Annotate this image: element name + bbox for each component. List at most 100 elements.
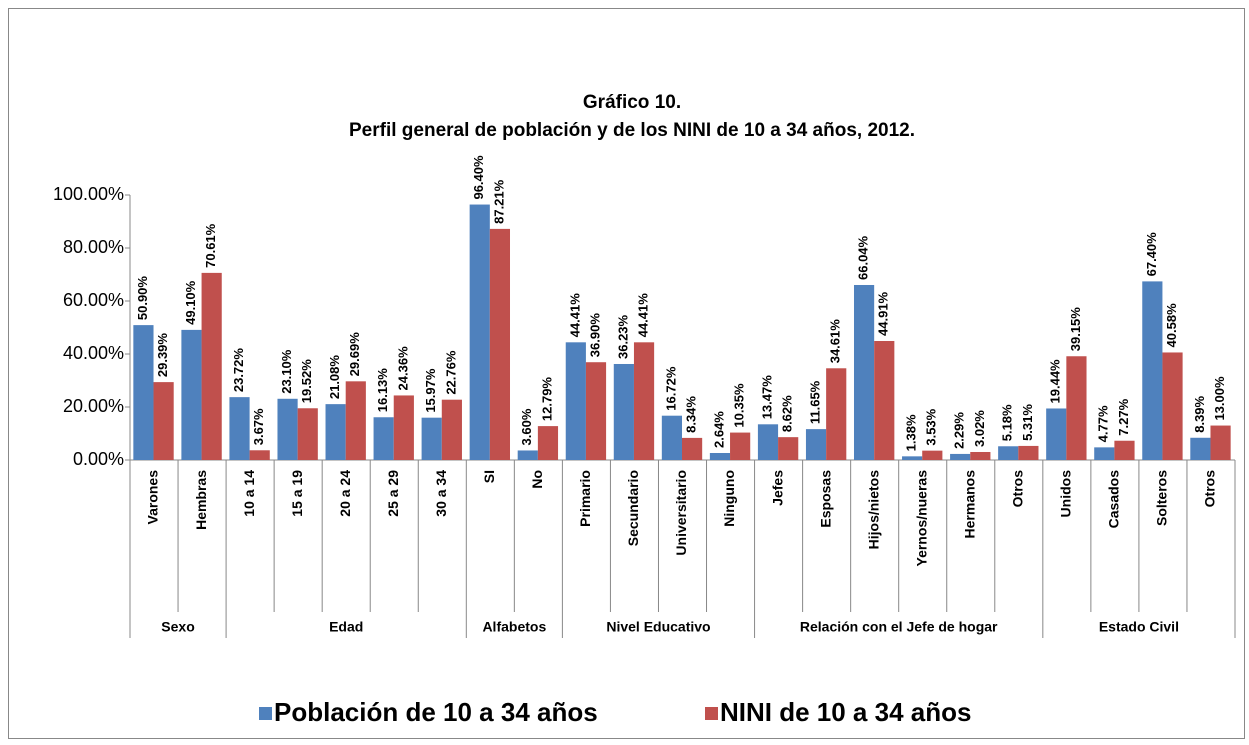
- value-label: 67.40%: [1144, 232, 1159, 277]
- bar: [998, 446, 1019, 460]
- value-label: 2.29%: [952, 412, 967, 449]
- value-label: 3.53%: [924, 408, 939, 445]
- value-label: 15.97%: [423, 368, 438, 413]
- bar: [902, 456, 923, 460]
- x-tick-label: 10 a 14: [241, 470, 257, 517]
- y-tick-label: 40.00%: [63, 343, 124, 363]
- x-tick-label: Ninguno: [721, 470, 737, 527]
- x-tick-label: Esposas: [817, 470, 833, 528]
- group-label: Sexo: [161, 619, 194, 635]
- x-tick-label: 15 a 19: [289, 470, 305, 517]
- bar: [970, 451, 991, 460]
- value-label: 44.91%: [876, 291, 891, 336]
- bar: [537, 426, 559, 460]
- bar: [922, 450, 943, 460]
- bar: [1018, 445, 1039, 460]
- value-label: 24.36%: [395, 346, 410, 391]
- group-label: Estado Civil: [1099, 619, 1179, 635]
- value-label: 5.18%: [1000, 404, 1015, 441]
- bar: [1190, 437, 1211, 460]
- value-label: 3.67%: [251, 408, 266, 445]
- bar: [153, 382, 174, 460]
- bar: [1162, 352, 1183, 460]
- value-label: 36.23%: [615, 314, 630, 359]
- value-label: 16.72%: [663, 366, 678, 411]
- bar: [133, 325, 154, 460]
- bar: [682, 437, 703, 460]
- value-label: 3.02%: [972, 410, 987, 447]
- value-label: 19.52%: [299, 359, 314, 404]
- value-label: 66.04%: [856, 235, 871, 280]
- bar: [489, 228, 511, 460]
- value-label: 21.08%: [327, 355, 342, 400]
- x-tick-label: Secundario: [625, 470, 641, 546]
- value-label: 8.39%: [1192, 395, 1207, 432]
- x-tick-label: Casados: [1106, 470, 1122, 529]
- bar: [201, 272, 222, 460]
- value-label: 40.58%: [1164, 303, 1179, 348]
- bar: [229, 397, 250, 460]
- bar: [1066, 356, 1087, 460]
- bar: [421, 417, 442, 460]
- group-label: Nivel Educativo: [606, 619, 710, 635]
- y-tick-label: 20.00%: [63, 396, 124, 416]
- bar: [613, 363, 634, 460]
- value-label: 7.27%: [1116, 398, 1131, 435]
- x-tick-label: SI: [481, 470, 497, 483]
- bar: [277, 398, 298, 460]
- x-tick-label: Varones: [145, 470, 161, 525]
- bar: [325, 404, 346, 460]
- bar: [565, 342, 586, 460]
- x-tick-label: Otros: [1010, 470, 1026, 508]
- bar: [1142, 281, 1163, 460]
- value-label: 10.35%: [732, 383, 747, 428]
- bar: [517, 450, 538, 460]
- bar: [441, 399, 462, 460]
- group-label: Alfabetos: [482, 619, 546, 635]
- bar: [778, 437, 799, 460]
- value-label: 16.13%: [375, 368, 390, 413]
- value-label: 70.61%: [203, 223, 218, 268]
- y-tick-label: 60.00%: [63, 290, 124, 310]
- x-tick-label: Yernos/nueras: [913, 470, 929, 567]
- group-label: Relación con el Jefe de hogar: [800, 619, 998, 635]
- value-label: 13.47%: [759, 375, 774, 420]
- bar: [345, 381, 366, 460]
- bar: [874, 340, 895, 460]
- value-label: 22.76%: [443, 350, 458, 395]
- bar: [633, 342, 655, 460]
- legend-swatch: [259, 707, 272, 720]
- value-label: 8.34%: [684, 396, 699, 433]
- bar: [805, 429, 827, 460]
- value-label: 87.21%: [491, 179, 506, 224]
- value-label: 44.41%: [567, 293, 582, 338]
- bar: [393, 395, 414, 460]
- bar: [661, 415, 682, 460]
- y-tick-label: 0.00%: [73, 449, 124, 469]
- bar: [1046, 408, 1067, 460]
- x-tick-label: Hermanos: [961, 470, 977, 539]
- value-label: 23.72%: [231, 348, 246, 393]
- y-tick-label: 80.00%: [63, 237, 124, 257]
- value-label: 50.90%: [135, 276, 150, 321]
- legend-label: Población de 10 a 34 años: [274, 697, 598, 727]
- bar: [249, 450, 270, 460]
- x-tick-label: 30 a 34: [433, 470, 449, 517]
- x-tick-label: Primario: [577, 470, 593, 527]
- value-label: 12.79%: [539, 377, 554, 422]
- bar: [709, 453, 731, 460]
- chart-title: Gráfico 10.: [583, 92, 681, 113]
- x-tick-label: Hembras: [193, 470, 209, 530]
- value-label: 96.40%: [471, 155, 486, 200]
- bar: [1210, 425, 1231, 460]
- x-tick-label: Jefes: [769, 470, 785, 506]
- y-tick-label: 100.00%: [53, 184, 124, 204]
- value-label: 23.10%: [279, 349, 294, 394]
- value-label: 5.31%: [1020, 404, 1035, 441]
- value-label: 19.44%: [1048, 359, 1063, 404]
- legend-label: NINI de 10 a 34 años: [720, 697, 971, 727]
- value-label: 29.39%: [155, 333, 170, 378]
- group-label: Edad: [329, 619, 363, 635]
- value-label: 3.60%: [519, 408, 534, 445]
- bar: [730, 432, 751, 460]
